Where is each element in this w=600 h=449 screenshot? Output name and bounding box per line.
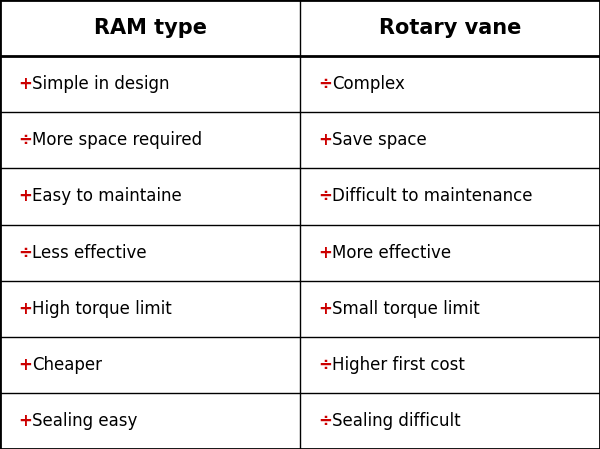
Text: ÷: ÷ (318, 412, 332, 430)
Text: Sealing easy: Sealing easy (32, 412, 137, 430)
Text: Higher first cost: Higher first cost (332, 356, 465, 374)
Text: ÷: ÷ (18, 131, 32, 150)
Text: Save space: Save space (332, 131, 427, 150)
Text: Difficult to maintenance: Difficult to maintenance (332, 187, 533, 206)
Text: Sealing difficult: Sealing difficult (332, 412, 461, 430)
Text: Simple in design: Simple in design (32, 75, 170, 93)
Text: +: + (18, 412, 32, 430)
Text: More space required: More space required (32, 131, 202, 150)
Text: +: + (318, 131, 332, 150)
Text: Easy to maintaine: Easy to maintaine (32, 187, 182, 206)
Text: High torque limit: High torque limit (32, 299, 172, 318)
Text: +: + (18, 299, 32, 318)
Text: Rotary vane: Rotary vane (379, 18, 521, 38)
Text: ÷: ÷ (318, 356, 332, 374)
Text: +: + (318, 243, 332, 262)
Text: Less effective: Less effective (32, 243, 146, 262)
Text: RAM type: RAM type (94, 18, 206, 38)
Text: +: + (318, 299, 332, 318)
Text: More effective: More effective (332, 243, 451, 262)
Text: +: + (18, 75, 32, 93)
Text: ÷: ÷ (318, 75, 332, 93)
Text: ÷: ÷ (18, 243, 32, 262)
Text: ÷: ÷ (318, 187, 332, 206)
Text: +: + (18, 187, 32, 206)
Text: Cheaper: Cheaper (32, 356, 102, 374)
Text: Small torque limit: Small torque limit (332, 299, 480, 318)
Text: +: + (18, 356, 32, 374)
Text: Complex: Complex (332, 75, 405, 93)
